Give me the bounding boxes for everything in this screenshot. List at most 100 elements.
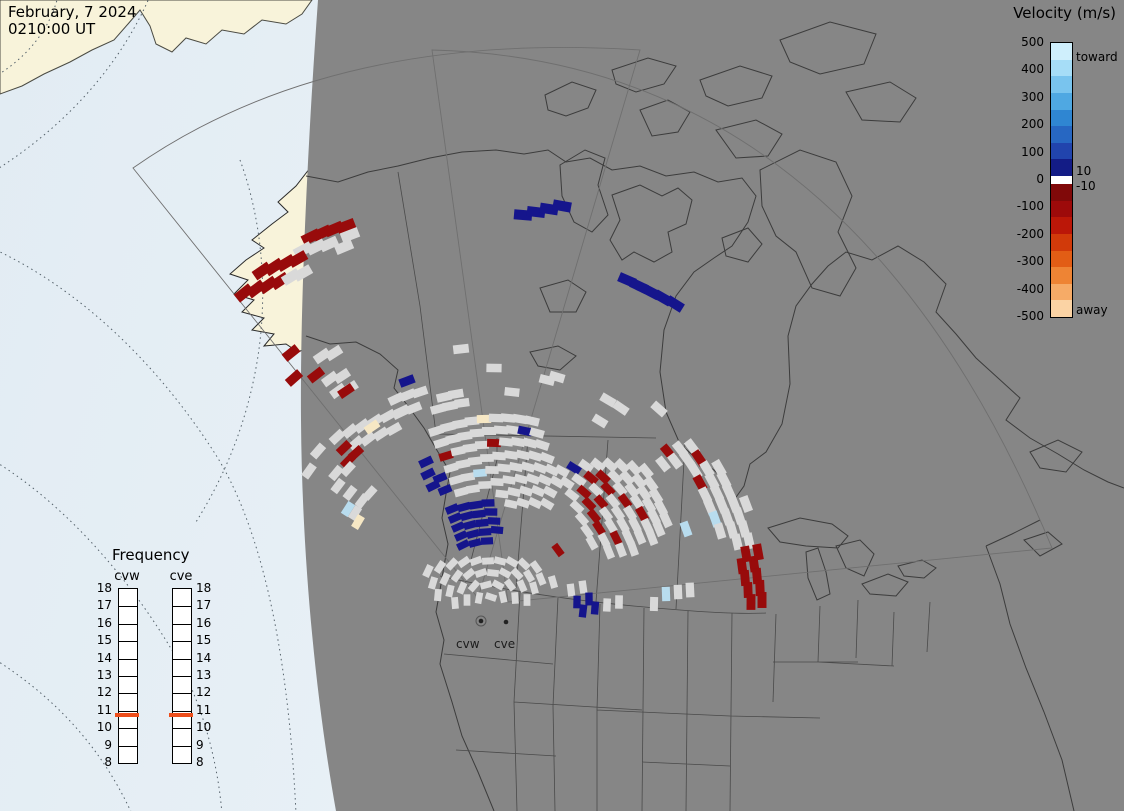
siberia-landmass xyxy=(0,0,313,95)
threshold-lower-label: -10 xyxy=(1076,179,1096,193)
frequency-division-line xyxy=(173,710,191,712)
frequency-tick-label: 13 xyxy=(196,668,212,682)
frequency-column-label-cve: cve xyxy=(169,569,193,584)
radar-site-label-cvw: cvw xyxy=(456,637,480,651)
date-text: February, 7 2024 xyxy=(8,3,137,21)
velocity-cell xyxy=(738,494,754,514)
velocity-cell xyxy=(508,461,524,473)
velocity-cell xyxy=(411,385,429,399)
colorbar-segment xyxy=(1051,142,1072,160)
velocity-cell xyxy=(641,496,657,514)
velocity-cell xyxy=(454,397,470,409)
velocity-tick-label: -200 xyxy=(1016,226,1044,241)
velocity-cell xyxy=(359,431,377,447)
frequency-division-line xyxy=(119,728,137,730)
velocity-cell xyxy=(433,588,443,602)
velocity-cell xyxy=(525,473,541,485)
velocity-cell xyxy=(577,458,595,474)
velocity-cell xyxy=(475,518,489,528)
velocity-cell xyxy=(757,592,767,608)
velocity-cell xyxy=(462,443,478,453)
velocity-cell xyxy=(478,480,492,490)
toward-label: toward xyxy=(1076,50,1118,64)
colorbar-segment xyxy=(1051,233,1072,251)
velocity-cell xyxy=(612,400,630,416)
velocity-cell xyxy=(530,484,546,498)
colorbar-segment xyxy=(1051,217,1072,234)
velocity-cell xyxy=(452,418,468,430)
velocity-cell xyxy=(591,413,609,429)
velocity-cell xyxy=(534,438,550,452)
lakes xyxy=(529,279,937,601)
velocity-cell xyxy=(491,451,507,461)
colorbar-segment xyxy=(1051,250,1072,268)
velocity-cell xyxy=(440,421,456,433)
velocity-tick-label: 0 xyxy=(1036,172,1044,186)
velocity-cell xyxy=(665,295,685,313)
velocity-cell xyxy=(634,505,650,523)
velocity-cell xyxy=(585,592,593,606)
velocity-cell xyxy=(453,486,469,498)
velocity-cell xyxy=(517,557,531,571)
velocity-cell xyxy=(468,538,482,548)
velocity-cell xyxy=(456,581,468,595)
velocity-cell xyxy=(453,530,469,542)
velocity-cell xyxy=(529,427,545,439)
colorbar-segment xyxy=(1051,76,1072,93)
velocity-cell xyxy=(629,493,645,511)
velocity-cell xyxy=(287,250,309,268)
velocity-cell xyxy=(474,567,488,579)
velocity-cell xyxy=(599,392,617,408)
velocity-cell xyxy=(633,529,647,545)
frequency-division-line xyxy=(173,658,191,660)
velocity-cell xyxy=(613,458,631,474)
frequency-tick-label: 16 xyxy=(96,615,112,630)
velocity-cell xyxy=(583,470,599,486)
velocity-colorbar xyxy=(1050,42,1073,318)
frequency-tick-label: 17 xyxy=(96,598,112,613)
velocity-cell xyxy=(588,482,604,498)
velocity-cell xyxy=(522,569,536,583)
velocity-cell xyxy=(569,499,585,515)
velocity-cell xyxy=(537,473,553,487)
frequency-tick-label: 9 xyxy=(104,737,112,752)
velocity-cell xyxy=(529,581,539,595)
fov-outline-cve xyxy=(431,49,1053,603)
frequency-tick-label: 8 xyxy=(196,755,204,769)
velocity-cell xyxy=(503,499,519,509)
velocity-cell xyxy=(624,481,640,499)
away-label: away xyxy=(1076,303,1108,317)
velocity-cell xyxy=(601,457,619,473)
velocity-cell xyxy=(329,382,347,400)
velocity-cell xyxy=(485,466,499,474)
velocity-cell xyxy=(498,567,512,579)
velocity-cell xyxy=(610,505,626,521)
velocity-cell xyxy=(498,590,508,604)
velocity-cell xyxy=(448,388,464,400)
velocity-cell xyxy=(604,518,618,534)
velocity-cell xyxy=(616,517,630,533)
velocity-cell xyxy=(318,235,340,253)
velocity-cell xyxy=(498,437,514,447)
velocity-cell xyxy=(571,472,587,488)
velocity-cell xyxy=(605,493,621,509)
velocity-cell xyxy=(450,445,466,457)
time-text: 0210:00 UT xyxy=(8,20,96,38)
velocity-cell xyxy=(652,520,666,538)
velocity-cell xyxy=(480,453,494,463)
velocity-cell xyxy=(450,521,466,533)
frequency-column-label-cvw: cvw xyxy=(114,569,140,584)
velocity-cell xyxy=(469,555,483,567)
velocity-cell xyxy=(451,596,459,610)
atlantic-coast xyxy=(985,439,1083,811)
frequency-division-line xyxy=(119,745,137,747)
velocity-cell xyxy=(284,369,304,387)
velocity-cells xyxy=(233,199,767,618)
velocity-cell xyxy=(351,514,365,530)
velocity-cell xyxy=(640,517,654,535)
velocity-cell xyxy=(653,499,669,517)
frequency-division-line xyxy=(173,623,191,625)
velocity-cell xyxy=(332,367,352,385)
velocity-cell xyxy=(347,435,365,451)
